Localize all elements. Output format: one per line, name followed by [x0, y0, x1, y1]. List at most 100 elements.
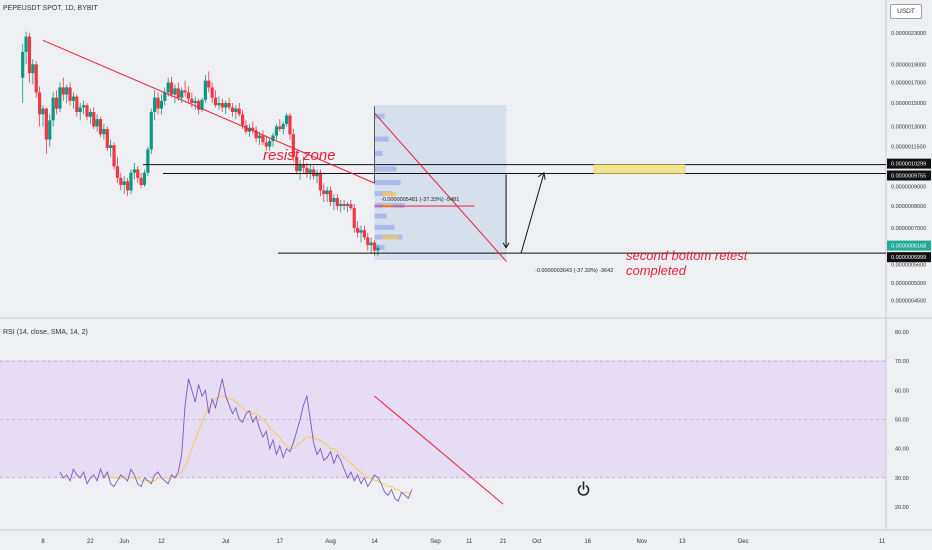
volume-profile-bar [374, 224, 395, 230]
time-tick-label: 12 [158, 539, 165, 545]
candle-body [278, 126, 282, 130]
candle-body [234, 108, 238, 113]
candle-body [251, 127, 255, 131]
candle-body [78, 107, 82, 113]
price-badge-label: 0.0000006168 [891, 244, 926, 250]
candle-body [176, 88, 180, 98]
time-tick-label: 21 [500, 539, 507, 545]
candle-body [68, 87, 72, 101]
candle-body [217, 103, 221, 106]
currency-selector[interactable]: USDT [890, 4, 922, 19]
volume-profile-bar-highlight [382, 235, 399, 240]
candle-body [281, 123, 285, 130]
candle-body [264, 142, 268, 147]
candle-body [180, 90, 184, 98]
candle-body [24, 36, 28, 52]
time-tick-label: 11 [879, 539, 886, 545]
price-tick-label: 0.0000004500 [891, 298, 926, 304]
candle-body [342, 203, 346, 207]
candle-body [359, 230, 363, 233]
candle-body [186, 92, 191, 99]
rsi-tick-label: 60.00 [895, 388, 909, 394]
candle-body [274, 126, 279, 136]
resist-zone-label: resist zone [263, 147, 336, 164]
candle-body [105, 129, 109, 148]
time-tick-label: Nov [636, 539, 647, 545]
symbol-legend[interactable]: PEPEUSDT SPOT, 1D, BYBIT [3, 5, 98, 12]
candle-body [220, 103, 224, 108]
candle-body [190, 98, 194, 104]
candle-body [65, 87, 69, 95]
projection-arrowhead [502, 242, 510, 249]
candle-body [356, 227, 360, 233]
candle-body [183, 90, 187, 93]
candle-body [366, 237, 370, 246]
candle-body [352, 208, 356, 228]
target-zone [593, 164, 686, 174]
measure-top-label: -0.0000005481 (-37.33%) -5481 [381, 197, 459, 203]
candle-body [54, 97, 59, 109]
time-tick-label: 17 [276, 539, 283, 545]
candle-body [102, 129, 106, 135]
candle-body [163, 92, 167, 101]
price-badge-label: 0.0000009755 [891, 174, 926, 180]
price-tick-label: 0.0000005600 [891, 262, 926, 268]
price-badge-label: 0.0000005999 [891, 255, 926, 261]
rsi-tick-label: 40.00 [895, 447, 909, 453]
candle-body [372, 242, 377, 251]
rsi-legend[interactable]: RSI (14, close, SMA, 14, 2) [3, 329, 88, 336]
second-bottom-label-line2: completed [626, 263, 687, 278]
candle-body [295, 156, 299, 172]
candle-body [257, 135, 262, 139]
candle-body [58, 87, 62, 109]
volume-profile-bar-highlight [382, 192, 397, 197]
time-tick-label: Jun [119, 539, 129, 545]
candle-body [71, 96, 76, 101]
time-tick-label: 22 [87, 539, 94, 545]
candle-body [139, 177, 143, 185]
second-bottom-label-line1: second bottom retest [626, 248, 749, 263]
candle-body [237, 108, 241, 115]
candle-body [122, 181, 126, 185]
rsi-pane [0, 360, 886, 505]
rsi-tick-label: 20.00 [895, 505, 909, 511]
rsi-trendline [374, 395, 504, 505]
candle-body [132, 169, 136, 173]
candle-body [325, 190, 329, 195]
price-tick-label: 0.0000015000 [891, 101, 926, 107]
candle-body [92, 112, 96, 127]
price-badge [887, 240, 931, 251]
candle-body [322, 190, 326, 195]
candle-body [38, 92, 42, 115]
axes: 0.0000023000 0.0000019000 0.0000017000 0.00… [41, 31, 931, 545]
candle-body [193, 100, 197, 104]
projection-arrowhead [537, 171, 546, 180]
volume-profile-bar [374, 180, 401, 186]
candle-body [298, 164, 302, 172]
candle-body [305, 167, 309, 173]
candle-body [41, 108, 45, 115]
volume-profile-bar [374, 244, 385, 250]
candle-body [98, 119, 103, 135]
power-icon[interactable] [577, 481, 590, 496]
candle-body [345, 203, 350, 207]
candle-body [51, 97, 55, 121]
candle-body [271, 135, 275, 141]
candle-body [153, 97, 157, 113]
candle-body [166, 82, 170, 93]
candle-body [335, 198, 339, 207]
candle-body [159, 100, 164, 109]
candle-body [109, 145, 113, 148]
candle-body [210, 87, 214, 98]
price-trendline [374, 112, 507, 262]
time-tick-label: 11 [466, 539, 473, 545]
price-tick-label: 0.0000011500 [891, 145, 926, 151]
time-tick-label: 8 [41, 539, 45, 545]
time-tick-label: Aug [325, 539, 336, 545]
candle-body [261, 135, 265, 143]
price-tick-label: 0.0000017000 [891, 81, 926, 87]
candle-body [27, 36, 32, 74]
time-tick-label: 13 [679, 539, 686, 545]
candle-body [115, 166, 120, 178]
